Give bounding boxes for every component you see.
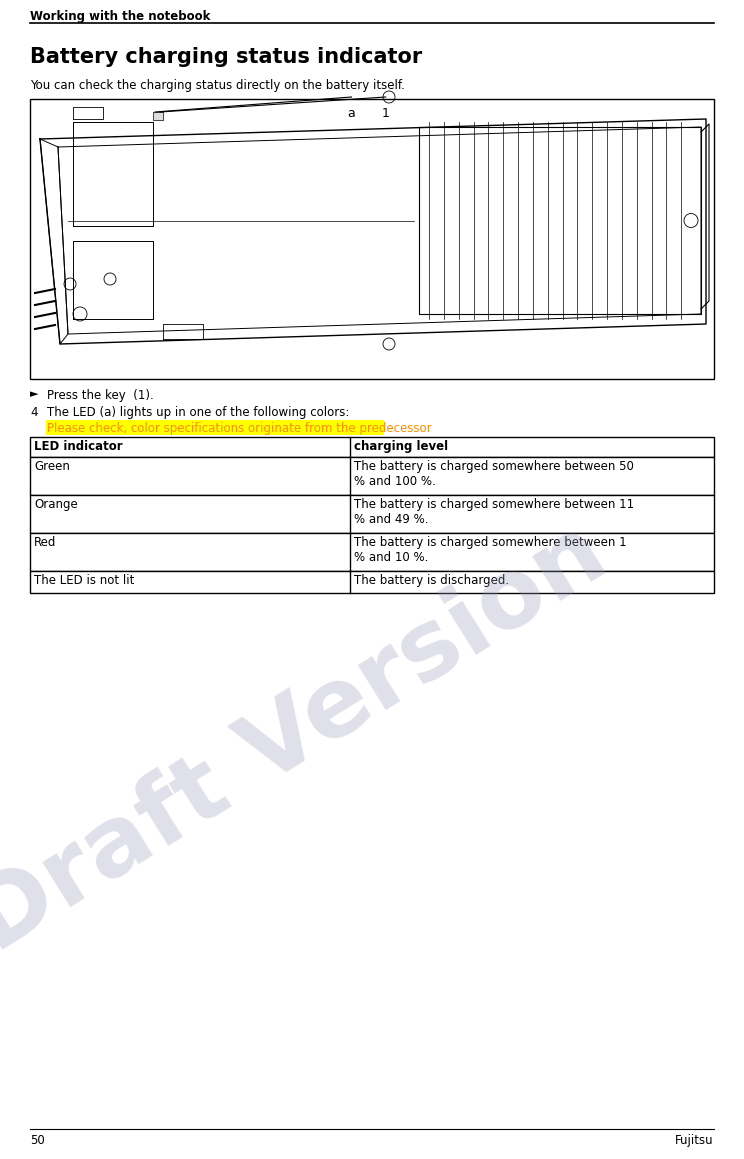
Text: Battery charging status indicator: Battery charging status indicator xyxy=(30,48,423,67)
Text: Red: Red xyxy=(34,535,57,549)
Bar xyxy=(30,457,714,495)
Text: Press the key  (1).: Press the key (1). xyxy=(47,389,154,402)
Text: The LED (a) lights up in one of the following colors:: The LED (a) lights up in one of the foll… xyxy=(47,406,350,420)
Text: ►: ► xyxy=(30,389,39,399)
Text: You can check the charging status directly on the battery itself.: You can check the charging status direct… xyxy=(30,79,405,92)
Text: LED indicator: LED indicator xyxy=(34,440,123,453)
Bar xyxy=(30,437,714,457)
Text: The battery is charged somewhere between 11
% and 49 %.: The battery is charged somewhere between… xyxy=(354,498,634,526)
Text: Working with the notebook: Working with the notebook xyxy=(30,10,211,23)
Bar xyxy=(30,99,714,379)
Text: The battery is discharged.: The battery is discharged. xyxy=(354,574,509,586)
Text: 50: 50 xyxy=(30,1134,45,1147)
Text: The battery is charged somewhere between 1
% and 10 %.: The battery is charged somewhere between… xyxy=(354,535,626,564)
Text: Fujitsu: Fujitsu xyxy=(676,1134,714,1147)
Text: 1: 1 xyxy=(382,107,390,121)
Text: Draft Version: Draft Version xyxy=(0,506,623,971)
Bar xyxy=(153,112,163,121)
Text: Please check, color specifications originate from the predecessor: Please check, color specifications origi… xyxy=(47,422,432,435)
Text: 4: 4 xyxy=(30,406,37,420)
Text: a: a xyxy=(347,107,356,121)
Text: Orange: Orange xyxy=(34,498,78,511)
Text: Green: Green xyxy=(34,460,70,473)
Text: charging level: charging level xyxy=(354,440,448,453)
Text: The LED is not lit: The LED is not lit xyxy=(34,574,135,586)
Bar xyxy=(30,571,714,593)
Bar xyxy=(30,495,714,533)
Bar xyxy=(46,420,384,435)
Bar xyxy=(30,533,714,571)
Text: The battery is charged somewhere between 50
% and 100 %.: The battery is charged somewhere between… xyxy=(354,460,634,488)
